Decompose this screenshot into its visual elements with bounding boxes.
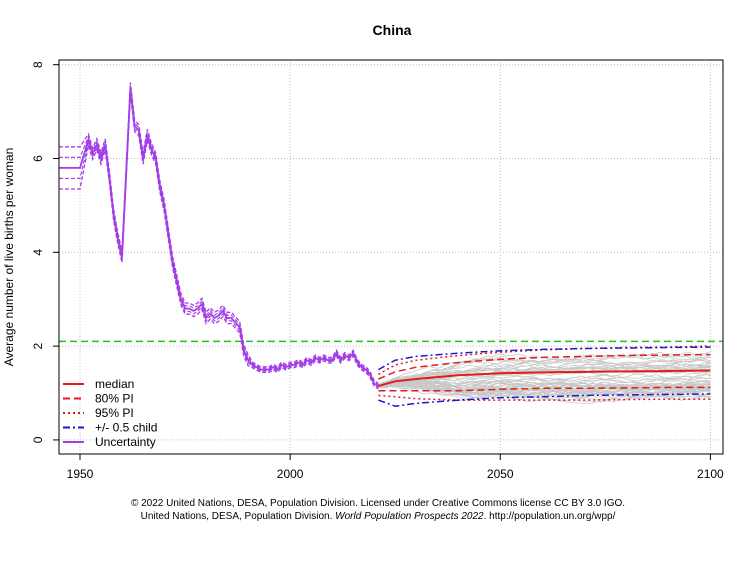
y-tick-label: 4 xyxy=(31,249,45,256)
pi80-upper-line xyxy=(378,353,711,380)
source-line: United Nations, DESA, Population Divisio… xyxy=(141,511,616,522)
observed-uncertainty-line xyxy=(59,82,379,384)
trajectory-line xyxy=(378,380,711,389)
legend-label: 80% PI xyxy=(95,392,134,406)
trajectory-line xyxy=(378,362,711,388)
source-suffix: . http://population.un.org/wpp/ xyxy=(484,511,616,522)
half-child-upper-line xyxy=(378,346,711,371)
trajectory-line xyxy=(378,381,711,389)
y-tick-label: 8 xyxy=(31,61,45,68)
x-tick-label: 2100 xyxy=(697,467,724,481)
source-prefix: United Nations, DESA, Population Divisio… xyxy=(141,511,336,522)
interval-lines xyxy=(59,340,723,407)
pi95-upper-line xyxy=(378,345,711,375)
y-tick-label: 6 xyxy=(31,155,45,162)
x-axis: 1950 2000 2050 2100 xyxy=(67,454,724,481)
half-child-lower-line xyxy=(378,393,711,407)
trajectory-line xyxy=(378,381,711,394)
observed-uncertainty-line xyxy=(59,93,379,390)
observed-median-line xyxy=(59,88,379,387)
median-projection-line xyxy=(378,369,711,387)
y-axis: 0 2 4 6 8 xyxy=(31,61,59,443)
legend-label: Uncertainty xyxy=(95,435,156,449)
x-tick-label: 2000 xyxy=(277,467,304,481)
y-axis-label: Average number of live births per woman xyxy=(2,148,16,367)
trajectory-line xyxy=(378,373,711,387)
y-tick-label: 2 xyxy=(31,342,45,349)
legend-label: 95% PI xyxy=(95,406,134,420)
trajectory-line xyxy=(378,362,711,386)
legend-label: +/- 0.5 child xyxy=(95,421,157,435)
y-tick-label: 0 xyxy=(31,436,45,443)
trajectory-line xyxy=(378,378,711,391)
chart-title: China xyxy=(373,22,412,38)
legend-label: median xyxy=(95,377,134,391)
trajectory-line xyxy=(378,380,711,392)
trajectory-line xyxy=(378,372,711,388)
x-tick-label: 2050 xyxy=(487,467,514,481)
observed-uncertainty-line xyxy=(59,90,379,388)
plot-frame xyxy=(58,59,724,455)
observed-uncertainty-line xyxy=(59,85,379,386)
pi80-lower-line xyxy=(378,386,711,392)
copyright-line: © 2022 United Nations, DESA, Population … xyxy=(131,498,625,509)
trajectory-line xyxy=(378,354,711,387)
x-tick-label: 1950 xyxy=(67,467,94,481)
source-title: World Population Prospects 2022 xyxy=(335,511,484,522)
observed-series xyxy=(59,82,379,390)
